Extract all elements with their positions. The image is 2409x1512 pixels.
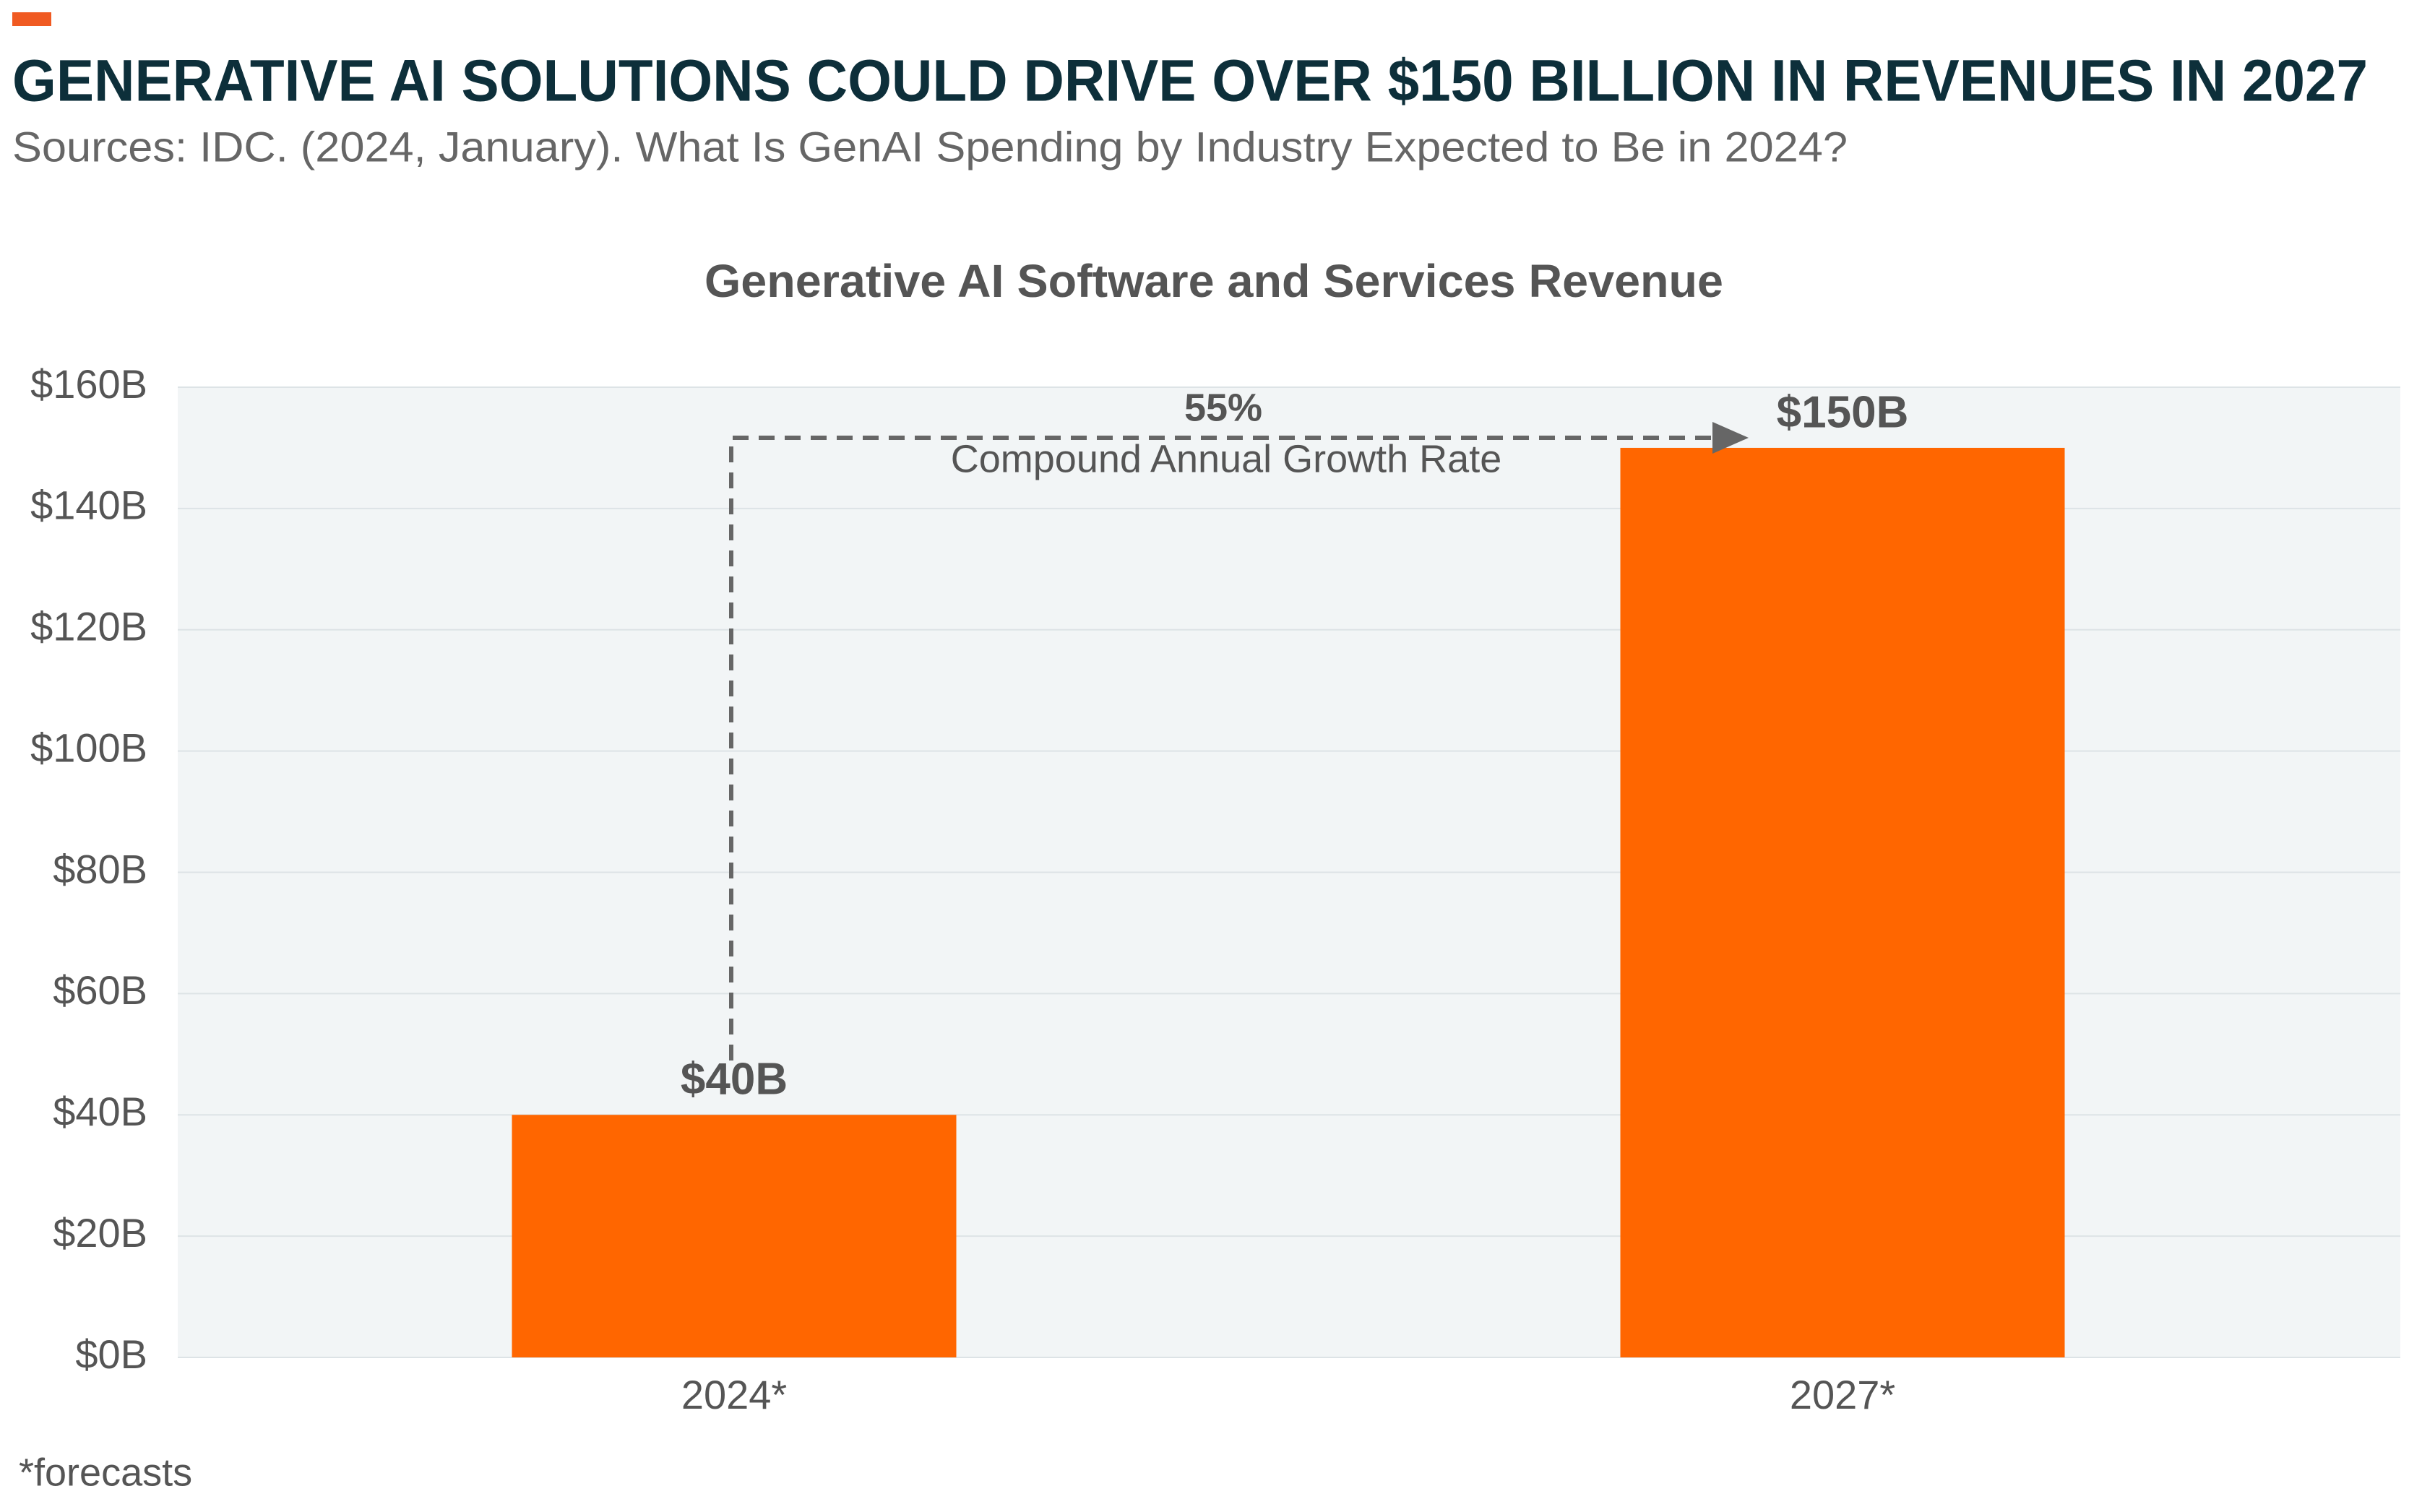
subtitle: Sources: IDC. (2024, January). What Is G… (12, 124, 1848, 170)
y-tick-label: $120B (30, 604, 147, 649)
chart-title: Generative AI Software and Services Reve… (704, 255, 1723, 307)
y-tick-label: $100B (30, 725, 147, 770)
value-label: $40B (681, 1055, 788, 1105)
marks: 2024* $40B 2027* $150B (512, 387, 2065, 1417)
y-tick-label: $140B (30, 483, 147, 528)
y-tick-label: $40B (53, 1089, 147, 1134)
accent-bar (12, 12, 51, 26)
bar (1620, 447, 2065, 1357)
y-tick-label: $0B (75, 1331, 147, 1377)
cagr-label: Compound Annual Growth Rate (951, 437, 1501, 480)
bar (512, 1115, 957, 1357)
y-tick-label: $60B (53, 967, 147, 1013)
page-title: GENERATIVE AI SOLUTIONS COULD DRIVE OVER… (12, 48, 2368, 114)
y-tick-label: $160B (30, 361, 147, 407)
x-tick-label: 2024* (681, 1372, 787, 1417)
cagr-arrow (729, 422, 1749, 1060)
dashed-line (729, 436, 1720, 1060)
arrow-head (1712, 422, 1749, 454)
x-tick-label: 2027* (1790, 1372, 1895, 1417)
cagr-value: 55% (1184, 386, 1262, 429)
value-label: $150B (1777, 387, 1909, 437)
footnote: *forecasts (19, 1451, 192, 1494)
y-tick-label: $80B (53, 846, 147, 891)
y-tick-label: $20B (53, 1210, 147, 1256)
